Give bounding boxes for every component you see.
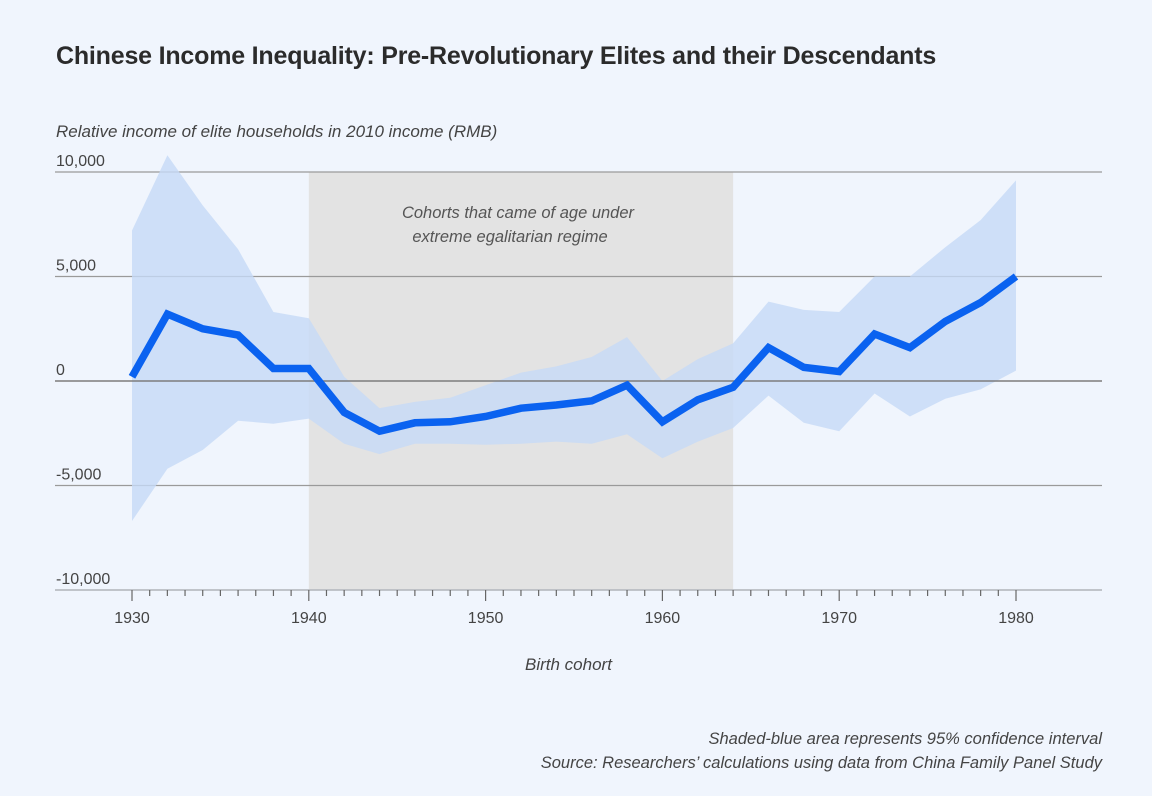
x-axis — [55, 589, 1102, 601]
y-tick-label: -10,000 — [56, 571, 110, 588]
x-tick-label: 1950 — [468, 610, 504, 627]
x-tick-label: 1960 — [645, 610, 681, 627]
x-axis-label: Birth cohort — [525, 655, 612, 674]
y-tick-label: 10,000 — [56, 153, 105, 170]
y-axis-label: Relative income of elite households in 2… — [56, 122, 498, 141]
x-tick-label: 1970 — [821, 610, 857, 627]
tick-labels: 10,000 5,000 0 -5,000 -10,000 1930 1940 1950 196… — [56, 153, 1034, 627]
y-tick-label: 0 — [56, 362, 65, 379]
annotation-layer: Cohorts that came of age under extreme e… — [402, 204, 636, 246]
y-tick-label: 5,000 — [56, 258, 96, 275]
confidence-band-layer — [55, 155, 1102, 522]
series-line-layer — [128, 273, 1019, 436]
ci-footnote: Shaded-blue area represents 95% confiden… — [708, 730, 1102, 748]
x-tick-label: 1930 — [114, 610, 150, 627]
series-line — [128, 273, 1019, 436]
confidence-band — [132, 155, 1016, 522]
shaded-region-label-line-1: Cohorts that came of age under — [402, 204, 636, 222]
source-footnote: Source: Researchers’ calculations using … — [540, 754, 1102, 772]
x-tick-label: 1980 — [998, 610, 1034, 627]
x-tick-label: 1940 — [291, 610, 327, 627]
y-tick-label: -5,000 — [56, 467, 101, 484]
chart-title: Chinese Income Inequality: Pre-Revolutio… — [56, 42, 937, 70]
shaded-region-label-line-2: extreme egalitarian regime — [412, 228, 607, 246]
